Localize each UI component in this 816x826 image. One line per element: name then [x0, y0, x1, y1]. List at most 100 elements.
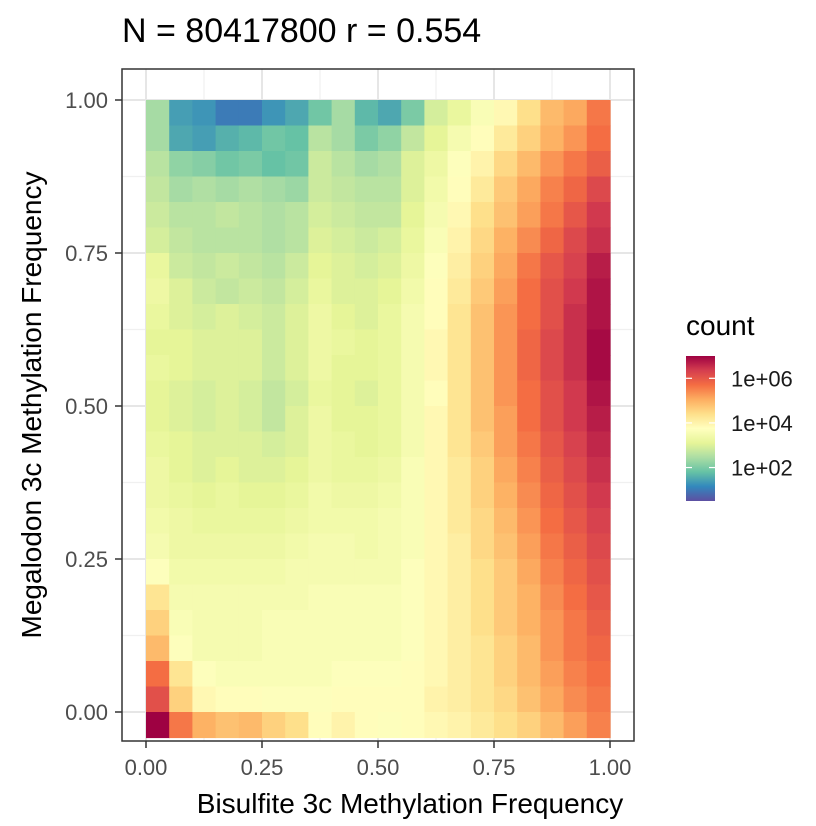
heatmap-cell	[285, 406, 309, 433]
heatmap-cell	[169, 533, 193, 560]
heatmap-cell	[192, 508, 217, 535]
heatmap-cell	[586, 304, 611, 331]
heatmap-cell	[540, 100, 565, 127]
heatmap-cell	[517, 380, 541, 407]
heatmap-cell	[308, 278, 333, 305]
heatmap-cell	[424, 304, 449, 331]
heatmap-cell	[262, 661, 286, 688]
heatmap-cell	[215, 712, 240, 739]
heatmap-cell	[563, 431, 588, 458]
heatmap-cell	[540, 712, 565, 739]
y-tick-label: 0.25	[65, 547, 108, 572]
heatmap-cell	[563, 457, 588, 484]
heatmap-cell	[262, 125, 286, 152]
heatmap-cell	[215, 202, 240, 229]
heatmap-cell	[192, 635, 217, 662]
heatmap-cell	[285, 584, 309, 611]
heatmap-cell	[192, 253, 217, 280]
heatmap-cell	[494, 584, 518, 611]
heatmap-cell	[586, 457, 611, 484]
heatmap-cell	[447, 712, 472, 739]
heatmap-cell	[517, 406, 541, 433]
heatmap-cell	[378, 202, 402, 229]
heatmap-cell	[586, 355, 611, 382]
heatmap-cell	[215, 176, 240, 203]
heatmap-cell	[424, 559, 449, 586]
heatmap-cell	[331, 227, 356, 254]
heatmap-cell	[192, 406, 217, 433]
heatmap-cell	[192, 457, 217, 484]
heatmap-cell	[470, 380, 495, 407]
heatmap-cell	[331, 508, 356, 535]
heatmap-cell	[517, 584, 541, 611]
heatmap-cell	[494, 635, 518, 662]
heatmap-cell	[401, 125, 425, 152]
heatmap-cell	[494, 482, 518, 509]
heatmap-cell	[262, 533, 286, 560]
heatmap-cell	[378, 304, 402, 331]
heatmap-cell	[424, 635, 449, 662]
heatmap-cell	[285, 151, 309, 178]
heatmap-cell	[308, 508, 333, 535]
heatmap-cell	[401, 151, 425, 178]
y-tick-label: 0.50	[65, 394, 108, 419]
heatmap-cell	[424, 176, 449, 203]
heatmap-cell	[169, 125, 193, 152]
heatmap-cell	[586, 712, 611, 739]
heatmap-cell	[517, 661, 541, 688]
heatmap-cell	[378, 559, 402, 586]
heatmap-cell	[517, 278, 541, 305]
heatmap-cell	[586, 686, 611, 713]
heatmap-cell	[540, 508, 565, 535]
heatmap-cell	[354, 329, 379, 356]
heatmap-cell	[146, 227, 170, 254]
heatmap-cell	[470, 635, 495, 662]
heatmap-cell	[401, 227, 425, 254]
heatmap-cell	[586, 482, 611, 509]
heatmap-cell	[494, 457, 518, 484]
heatmap-cell	[470, 482, 495, 509]
heatmap-cell	[146, 610, 170, 637]
heatmap-cell	[169, 712, 193, 739]
heatmap-cell	[447, 176, 472, 203]
heatmap-cell	[285, 533, 309, 560]
heatmap-cell	[331, 329, 356, 356]
heatmap-cell	[401, 457, 425, 484]
heatmap-cell	[586, 533, 611, 560]
legend-label: 1e+04	[731, 411, 793, 436]
heatmap-cell	[215, 559, 240, 586]
heatmap-cell	[563, 686, 588, 713]
heatmap-cell	[354, 278, 379, 305]
heatmap-cell	[354, 457, 379, 484]
heatmap-cell	[169, 508, 193, 535]
heatmap-cell	[540, 431, 565, 458]
heatmap-cell	[563, 355, 588, 382]
heatmap-cell	[378, 712, 402, 739]
heatmap-cell	[215, 533, 240, 560]
heatmap-cell	[447, 355, 472, 382]
heatmap-cell	[215, 406, 240, 433]
heatmap-cell	[586, 559, 611, 586]
heatmap-cell	[169, 202, 193, 229]
heatmap-cell	[215, 125, 240, 152]
heatmap-cell	[401, 584, 425, 611]
heatmap-cell	[447, 253, 472, 280]
heatmap-cell	[378, 457, 402, 484]
heatmap-cell	[378, 227, 402, 254]
heatmap-cell	[517, 533, 541, 560]
heatmap-cell	[215, 686, 240, 713]
heatmap-cell	[331, 380, 356, 407]
heatmap-cell	[424, 125, 449, 152]
heatmap-cell	[169, 661, 193, 688]
y-tick-label: 0.75	[65, 241, 108, 266]
heatmap-cell	[540, 457, 565, 484]
heatmap-cell	[563, 559, 588, 586]
heatmap-cell	[192, 559, 217, 586]
heatmap-cell	[517, 227, 541, 254]
heatmap-cell	[192, 712, 217, 739]
heatmap-cell	[169, 176, 193, 203]
legend-color-bar	[686, 356, 715, 501]
heatmap-cell	[192, 431, 217, 458]
heatmap-cell	[169, 253, 193, 280]
heatmap-cell	[215, 355, 240, 382]
